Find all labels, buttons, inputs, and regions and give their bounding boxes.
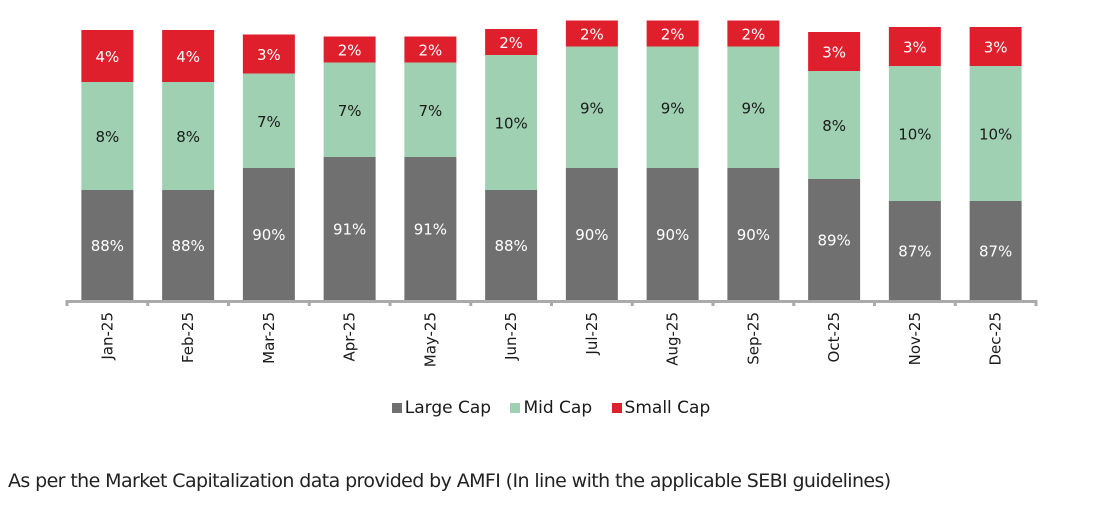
bar-small-cap-aug-25: [646, 20, 699, 47]
data-label-mid-cap-sep-25: 9%: [741, 99, 765, 117]
legend-label-small-cap: Small Cap: [624, 398, 711, 418]
data-label-mid-cap-nov-25: 10%: [898, 126, 931, 144]
data-label-mid-cap-apr-25: 7%: [338, 102, 362, 120]
data-label-large-cap-jan-25: 88%: [91, 237, 124, 255]
x-tick-label-jan-25: Jan-25: [98, 312, 116, 361]
x-tick-label-aug-25: Aug-25: [664, 312, 682, 366]
data-label-small-cap-jan-25: 4%: [95, 48, 119, 66]
x-tick-label-mar-25: Mar-25: [260, 312, 278, 364]
bar-large-cap-oct-25: [808, 179, 861, 300]
footnote: As per the Market Capitalization data pr…: [8, 470, 891, 492]
data-label-large-cap-dec-25: 87%: [979, 243, 1012, 261]
bar-small-cap-jan-25: [81, 30, 134, 82]
data-label-mid-cap-mar-25: 7%: [257, 113, 281, 131]
bar-large-cap-may-25: [404, 157, 457, 300]
bar-mid-cap-mar-25: [242, 73, 295, 168]
bar-mid-cap-oct-25: [808, 71, 861, 179]
data-label-small-cap-sep-25: 2%: [741, 26, 765, 44]
data-label-small-cap-jun-25: 2%: [499, 34, 523, 52]
data-label-large-cap-nov-25: 87%: [898, 243, 931, 261]
bar-large-cap-sep-25: [727, 168, 780, 300]
legend-swatch-mid-cap: [510, 403, 521, 413]
legend-item-mid-cap: Mid Cap: [510, 398, 592, 418]
bar-large-cap-jun-25: [485, 190, 538, 300]
legend-item-small-cap: Small Cap: [611, 398, 711, 418]
bar-large-cap-mar-25: [242, 168, 295, 300]
data-label-small-cap-mar-25: 3%: [257, 46, 281, 64]
data-label-small-cap-may-25: 2%: [418, 42, 442, 60]
x-tick-label-dec-25: Dec-25: [987, 312, 1005, 366]
data-label-large-cap-feb-25: 88%: [171, 237, 204, 255]
bar-small-cap-nov-25: [888, 27, 941, 66]
data-label-large-cap-oct-25: 89%: [817, 232, 850, 250]
bar-small-cap-feb-25: [162, 30, 215, 82]
data-label-large-cap-sep-25: 90%: [737, 226, 770, 244]
bar-small-cap-apr-25: [323, 36, 376, 63]
bar-large-cap-dec-25: [969, 201, 1022, 300]
data-label-small-cap-feb-25: 4%: [176, 48, 200, 66]
data-label-mid-cap-jul-25: 9%: [580, 99, 604, 117]
bar-mid-cap-jan-25: [81, 82, 134, 190]
bar-large-cap-nov-25: [888, 201, 941, 300]
bar-small-cap-oct-25: [808, 32, 861, 71]
data-label-mid-cap-may-25: 7%: [418, 102, 442, 120]
bars-group: 88% 8% 4% 88% 8% 4% 90% 7% 3% 91% 7% 2% 91% 7% 2% 88% 10…: [81, 20, 1022, 300]
data-label-small-cap-nov-25: 3%: [903, 39, 927, 57]
bar-mid-cap-jun-25: [485, 55, 538, 190]
legend-swatch-small-cap: [611, 403, 622, 413]
x-axis: [65, 300, 1038, 306]
x-tick-label-jun-25: Jun-25: [502, 312, 520, 361]
bar-small-cap-jul-25: [565, 20, 618, 47]
bar-large-cap-apr-25: [323, 157, 376, 300]
bar-small-cap-jun-25: [485, 29, 538, 55]
data-label-mid-cap-oct-25: 8%: [822, 117, 846, 135]
x-tick-label-nov-25: Nov-25: [906, 312, 924, 365]
data-label-small-cap-apr-25: 2%: [338, 42, 362, 60]
bar-small-cap-mar-25: [242, 34, 295, 74]
x-tick-label-sep-25: Sep-25: [744, 312, 762, 365]
data-label-large-cap-mar-25: 90%: [252, 226, 285, 244]
x-tick-label-oct-25: Oct-25: [825, 312, 843, 362]
bar-mid-cap-sep-25: [727, 46, 780, 168]
data-label-mid-cap-aug-25: 9%: [661, 99, 685, 117]
x-tick-label-feb-25: Feb-25: [179, 312, 197, 363]
bar-small-cap-dec-25: [969, 27, 1022, 66]
data-label-large-cap-aug-25: 90%: [656, 226, 689, 244]
data-label-mid-cap-dec-25: 10%: [979, 126, 1012, 144]
data-label-small-cap-oct-25: 3%: [822, 44, 846, 62]
bar-large-cap-jul-25: [565, 168, 618, 300]
data-label-large-cap-may-25: 91%: [414, 221, 447, 239]
bar-mid-cap-apr-25: [323, 62, 376, 157]
legend-label-large-cap: Large Cap: [404, 398, 492, 418]
data-label-large-cap-jul-25: 90%: [575, 226, 608, 244]
x-tick-label-may-25: May-25: [421, 312, 439, 367]
bar-large-cap-jan-25: [81, 190, 134, 300]
data-label-large-cap-jun-25: 88%: [494, 237, 527, 255]
bar-mid-cap-may-25: [404, 62, 457, 157]
bar-small-cap-may-25: [404, 36, 457, 63]
bar-mid-cap-dec-25: [969, 66, 1022, 201]
bar-large-cap-feb-25: [162, 190, 215, 300]
data-label-small-cap-jul-25: 2%: [580, 26, 604, 44]
bar-mid-cap-feb-25: [162, 82, 215, 190]
legend-swatch-large-cap: [391, 403, 402, 413]
legend-item-large-cap: Large Cap: [391, 398, 492, 418]
bar-mid-cap-nov-25: [888, 66, 941, 201]
bar-mid-cap-jul-25: [565, 46, 618, 168]
x-tick-labels: Jan-25 Feb-25 Mar-25 Apr-25 May-25 Jun-25 Jul-…: [98, 312, 1004, 367]
bar-small-cap-sep-25: [727, 20, 780, 47]
data-label-small-cap-aug-25: 2%: [661, 26, 685, 44]
x-tick-label-jul-25: Jul-25: [583, 312, 601, 356]
data-label-mid-cap-jun-25: 10%: [494, 115, 527, 133]
stacked-bar-chart: 88% 8% 4% 88% 8% 4% 90% 7% 3% 91% 7% 2% 91% 7% 2% 88% 10…: [65, 20, 1038, 367]
data-label-mid-cap-jan-25: 8%: [95, 128, 119, 146]
data-label-large-cap-apr-25: 91%: [333, 221, 366, 239]
legend-label-mid-cap: Mid Cap: [523, 398, 593, 418]
bar-mid-cap-aug-25: [646, 46, 699, 168]
bar-large-cap-aug-25: [646, 168, 699, 300]
data-label-mid-cap-feb-25: 8%: [176, 128, 200, 146]
data-label-small-cap-dec-25: 3%: [984, 39, 1008, 57]
legend: Large Cap Mid Cap Small Cap: [0, 398, 1102, 418]
x-tick-label-apr-25: Apr-25: [341, 312, 359, 362]
